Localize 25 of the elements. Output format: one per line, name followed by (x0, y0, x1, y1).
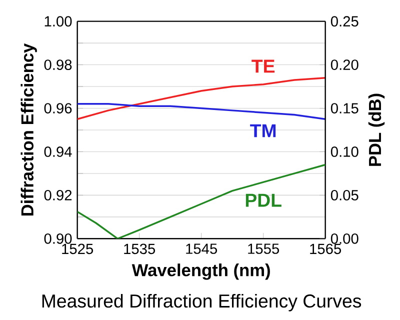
x-axis-title: Wavelength (nm) (132, 264, 270, 280)
y-axis-title: Diffraction Efficiency (20, 43, 37, 216)
y2-tick-label: 0.00 (330, 233, 358, 244)
series-label: TE (252, 60, 275, 73)
y2-tick-label: 0.20 (330, 60, 358, 70)
y-tick-label: 0.90 (44, 233, 72, 244)
x-tick-label: 1535 (124, 244, 156, 254)
y2-axis-title: PDL (dB) (368, 94, 385, 166)
y-tick-label: 1.00 (44, 16, 72, 27)
y2-tick-label: 0.10 (330, 146, 358, 157)
y-tick-label: 0.96 (44, 103, 72, 114)
x-tick-label: 1555 (248, 244, 280, 254)
x-tick-label: 1545 (186, 244, 218, 254)
line-series (77, 103, 326, 120)
y-tick-label: 0.92 (44, 190, 72, 200)
x-tick-label: 1525 (62, 244, 94, 254)
x-tick-label: 1565 (310, 244, 342, 254)
series-label: PDL (246, 194, 282, 207)
y-tick-label: 0.94 (44, 146, 72, 157)
y2-tick-label: 0.25 (330, 16, 358, 27)
y2-tick-label: 0.15 (330, 103, 358, 114)
y2-tick-label: 0.05 (330, 190, 358, 200)
y-tick-label: 0.98 (44, 60, 72, 70)
text: Measured Diffraction Efficiency Curves (42, 294, 362, 312)
series-label: TM (250, 124, 276, 138)
